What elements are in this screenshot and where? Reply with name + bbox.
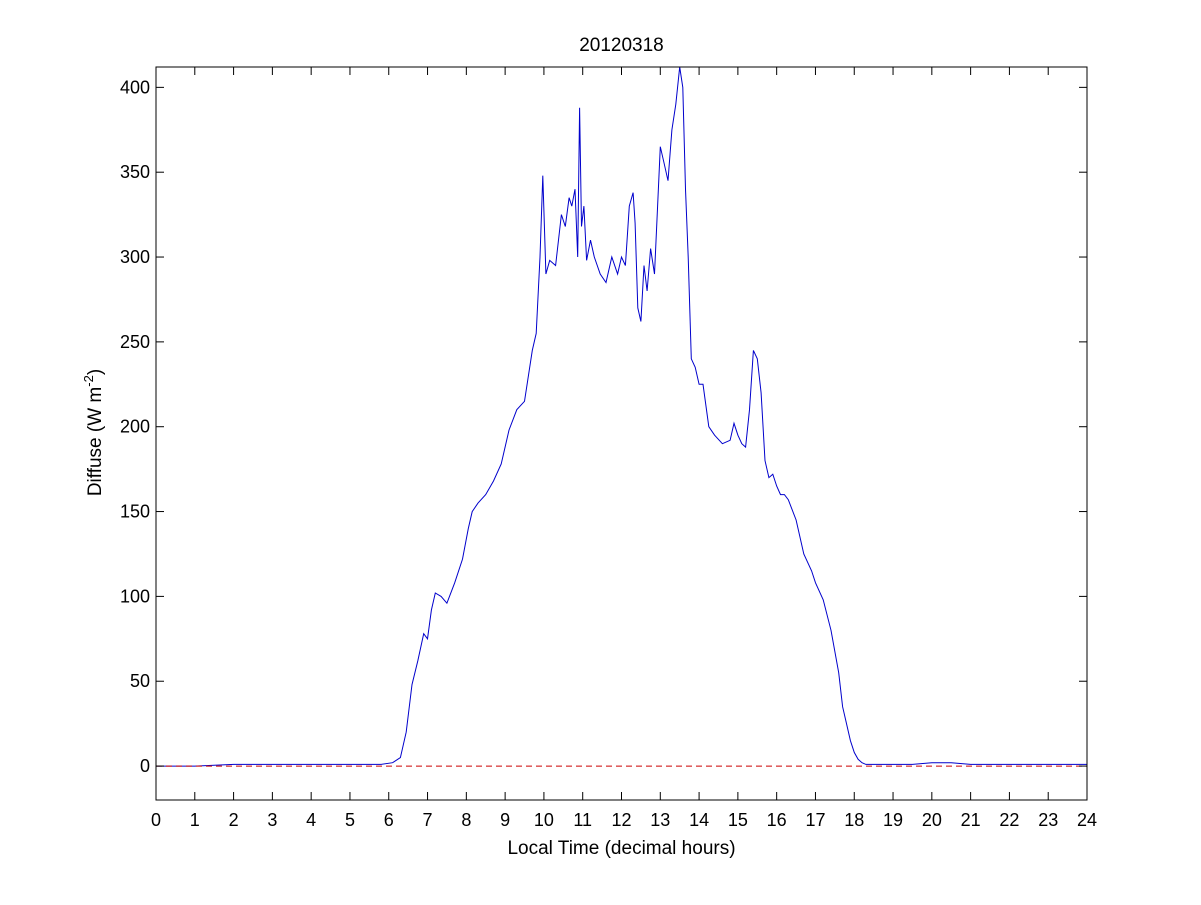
x-tick-label: 17 [805,810,825,830]
x-tick-label: 12 [611,810,631,830]
plot-area-background [156,67,1087,800]
x-tick-label: 13 [650,810,670,830]
y-axis-title: Diffuse (W m-2) [81,369,106,496]
x-tick-label: 6 [384,810,394,830]
x-tick-label: 15 [728,810,748,830]
x-tick-label: 22 [999,810,1019,830]
x-tick-label: 7 [423,810,433,830]
x-tick-label: 8 [461,810,471,830]
y-tick-label: 400 [120,77,150,97]
x-tick-label: 24 [1077,810,1097,830]
x-axis-title: Local Time (decimal hours) [507,838,735,859]
x-tick-label: 16 [767,810,787,830]
x-tick-label: 4 [306,810,316,830]
plot-area-frame [155,66,1088,801]
x-tick-label: 0 [151,810,161,830]
diffuse-series-line [156,66,1087,767]
x-tick-label: 18 [844,810,864,830]
x-tick-label: 1 [190,810,200,830]
y-tick-label: 250 [120,332,150,352]
x-tick-label: 3 [267,810,277,830]
x-tick-label: 11 [573,810,592,830]
x-tick-label: 23 [1038,810,1058,830]
y-axis-title-suffix: ) [85,369,106,375]
y-tick-label: 200 [120,417,150,437]
x-tick-label: 2 [229,810,239,830]
x-tick-label: 5 [345,810,355,830]
x-tick-label: 19 [883,810,903,830]
y-axis-title-main: Diffuse (W m [85,387,106,496]
x-tick-label: 9 [500,810,510,830]
x-tick-label: 14 [689,810,709,830]
series-layer [156,66,1087,767]
x-tick-label: 10 [534,810,554,830]
y-tick-label: 150 [120,502,150,522]
y-tick-label: 300 [120,247,150,267]
chart-title: 20120318 [579,35,664,56]
x-tick-label: 21 [961,810,981,830]
y-axis-title-superscript: -2 [81,375,96,387]
x-tick-label: 20 [922,810,942,830]
y-tick-label: 350 [120,162,150,182]
tick-layer: 0 1 2 3 4 5 6 7 8 9 10 11 12 13 14 15 16 17 18 19 20 21 22 23 24… [120,67,1097,830]
y-tick-label: 100 [120,586,150,606]
y-tick-label: 50 [130,671,150,691]
y-tick-label: 0 [140,756,150,776]
